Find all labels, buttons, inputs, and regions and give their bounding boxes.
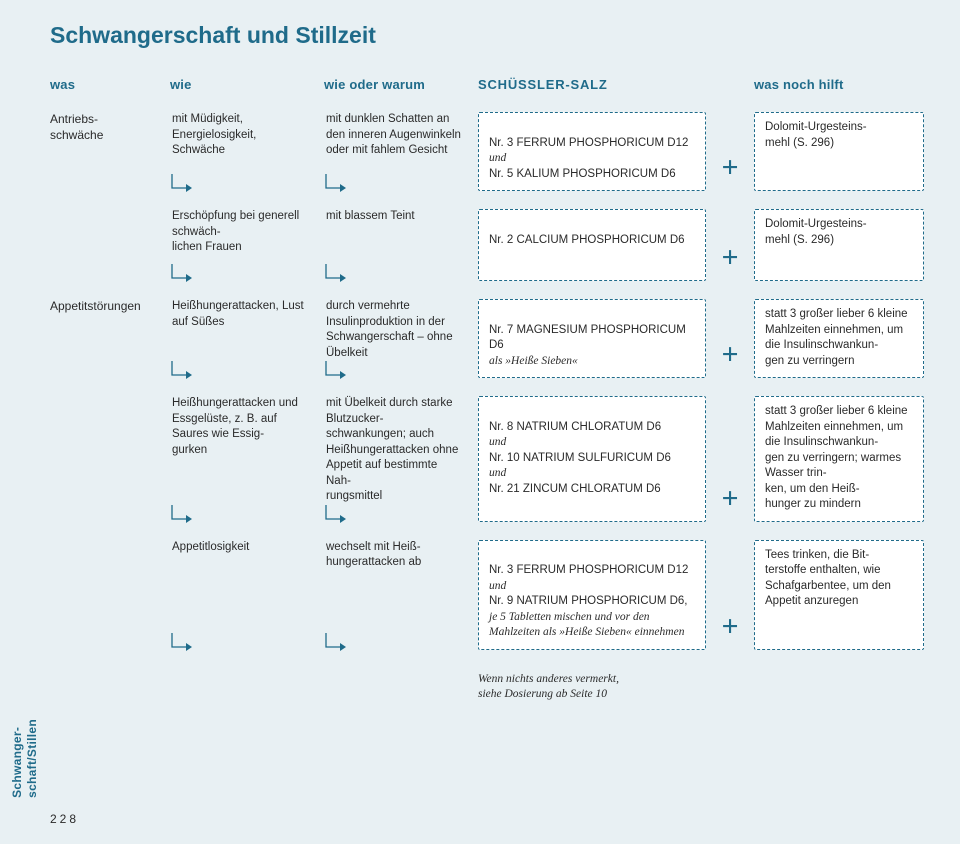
row4-was [50, 540, 156, 650]
row3-hilft-card: statt 3 großer lieber 6 kleine Mahlzeite… [754, 396, 924, 522]
row4-plus-icon: + [720, 540, 740, 650]
content-grid: was wie wie oder warum SCHÜSSLER-SALZ wa… [50, 77, 934, 703]
row4-warum-text: wechselt mit Heiß- hungerattacken ab [326, 541, 421, 569]
dosage-footnote: Wenn nichts anderes vermerkt, siehe Dosi… [478, 672, 706, 703]
row4-hilft-card: Tees trinken, die Bit- terstoffe enthalt… [754, 540, 924, 650]
row2-wie-text: Heißhungerattacken, Lust auf Süßes [172, 300, 304, 328]
row1-salz-text: Nr. 2 CALCIUM PHOSPHORICUM D6 [489, 234, 685, 246]
header-warum: wie oder warum [324, 77, 464, 94]
header-spacer [720, 77, 740, 94]
header-was: was [50, 77, 156, 94]
row1-wie: Erschöpfung bei generell schwäch- lichen… [170, 209, 310, 281]
row2-hilft-card: statt 3 großer lieber 6 kleine Mahlzeite… [754, 299, 924, 378]
row4-wie: Appetitlosigkeit [170, 540, 310, 650]
page-title: Schwangerschaft und Stillzeit [50, 22, 934, 49]
row0-wie-text: mit Müdigkeit, Energielosigkeit, Schwäch… [172, 113, 256, 156]
row1-plus-icon: + [720, 209, 740, 281]
header-hilft: was noch hilft [754, 77, 924, 94]
row2-warum: durch vermehrte Insulinproduktion in der… [324, 299, 464, 378]
row4-salz-card: Nr. 3 FERRUM PHOSPHORICUM D12undNr. 9 NA… [478, 540, 706, 650]
row2-was: Appetitstörungen [50, 299, 156, 378]
row3-was [50, 396, 156, 522]
side-tab-label: Schwanger- schaft/Stillen [10, 719, 40, 798]
row3-warum: mit Übelkeit durch starke Blutzucker- sc… [324, 396, 464, 522]
row1-wie-text: Erschöpfung bei generell schwäch- lichen… [172, 210, 299, 253]
row0-warum: mit dunklen Schatten an den inneren Auge… [324, 112, 464, 191]
row4-salz-text: Nr. 3 FERRUM PHOSPHORICUM D12undNr. 9 NA… [489, 564, 688, 638]
row0-warum-text: mit dunklen Schatten an den inneren Auge… [326, 113, 461, 156]
row3-plus-icon: + [720, 396, 740, 522]
row2-salz-text: Nr. 7 MAGNESIUM PHOSPHORICUM D6als »Heiß… [489, 324, 686, 367]
row3-wie: Heißhungerattacken und Essgelüste, z. B.… [170, 396, 310, 522]
row1-warum-text: mit blassem Teint [326, 210, 415, 222]
row4-warum: wechselt mit Heiß- hungerattacken ab [324, 540, 464, 650]
row3-wie-text: Heißhungerattacken und Essgelüste, z. B.… [172, 397, 298, 456]
row1-was [50, 209, 156, 281]
row2-warum-text: durch vermehrte Insulinproduktion in der… [326, 300, 453, 359]
row0-was: Antriebs- schwäche [50, 112, 156, 191]
row2-salz-card: Nr. 7 MAGNESIUM PHOSPHORICUM D6als »Heiß… [478, 299, 706, 378]
row4-wie-text: Appetitlosigkeit [172, 541, 249, 553]
row0-plus-icon: + [720, 112, 740, 191]
row0-salz-text: Nr. 3 FERRUM PHOSPHORICUM D12undNr. 5 KA… [489, 137, 688, 180]
row1-warum: mit blassem Teint [324, 209, 464, 281]
row3-salz-card: Nr. 8 NATRIUM CHLORATUM D6undNr. 10 NATR… [478, 396, 706, 522]
row0-wie: mit Müdigkeit, Energielosigkeit, Schwäch… [170, 112, 310, 191]
page-number: 228 [50, 812, 79, 826]
row3-warum-text: mit Übelkeit durch starke Blutzucker- sc… [326, 397, 458, 502]
row0-salz-card: Nr. 3 FERRUM PHOSPHORICUM D12undNr. 5 KA… [478, 112, 706, 191]
row3-salz-text: Nr. 8 NATRIUM CHLORATUM D6undNr. 10 NATR… [489, 421, 671, 495]
row1-hilft-card: Dolomit-Urgesteins- mehl (S. 296) [754, 209, 924, 281]
header-wie: wie [170, 77, 310, 94]
row0-hilft-card: Dolomit-Urgesteins- mehl (S. 296) [754, 112, 924, 191]
row1-salz-card: Nr. 2 CALCIUM PHOSPHORICUM D6 [478, 209, 706, 281]
row2-plus-icon: + [720, 299, 740, 378]
row2-wie: Heißhungerattacken, Lust auf Süßes [170, 299, 310, 378]
header-salz: SCHÜSSLER-SALZ [478, 77, 706, 94]
